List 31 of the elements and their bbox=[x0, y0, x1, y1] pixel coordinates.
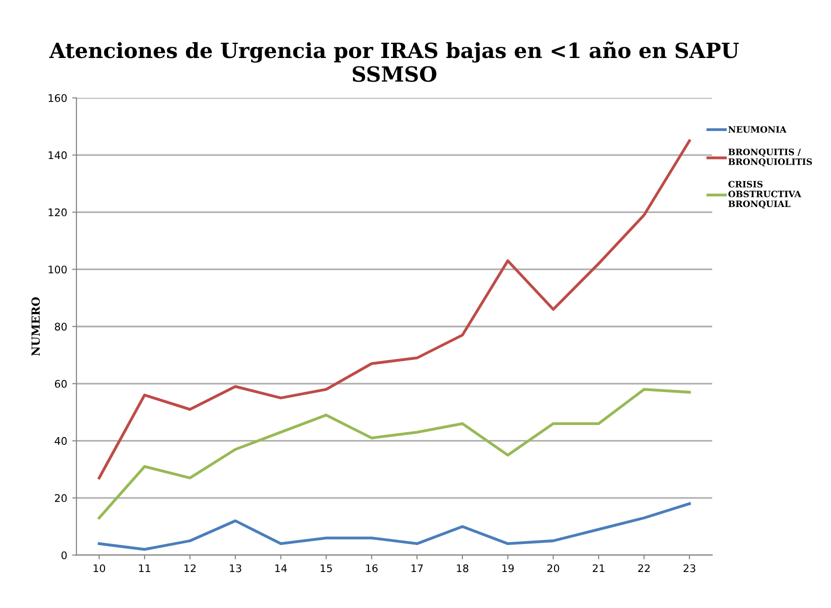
y-tick-label: 0 bbox=[61, 551, 67, 560]
x-tick-label: 15 bbox=[320, 564, 332, 572]
y-tick-label: 160 bbox=[48, 94, 67, 102]
y-tick-label: 80 bbox=[54, 322, 67, 331]
y-axis-title: NUMERO bbox=[31, 297, 40, 356]
y-tick-label: 40 bbox=[54, 437, 67, 445]
y-tick-label: 140 bbox=[48, 151, 67, 160]
chart-title: Atenciones de Urgencia por IRAS bajas en <1 año en SAPU SSMSO bbox=[49, 41, 739, 82]
x-tick-label: 12 bbox=[184, 564, 196, 572]
y-tick-label: 100 bbox=[48, 266, 67, 274]
line-series bbox=[98, 139, 691, 480]
legend-label: BRONQUITIS / BRONQUIOLITIS bbox=[728, 148, 812, 166]
x-tick-label: 10 bbox=[94, 564, 106, 572]
line-series bbox=[98, 388, 691, 520]
y-tick-label: 120 bbox=[48, 208, 67, 216]
x-tick-label: 23 bbox=[684, 564, 696, 572]
x-tick-label: 11 bbox=[139, 564, 150, 572]
x-tick-label: 21 bbox=[592, 564, 604, 572]
x-tick-label: 19 bbox=[502, 564, 514, 572]
x-tick-label: 14 bbox=[275, 564, 287, 572]
x-tick-label: 20 bbox=[547, 564, 560, 572]
y-tick-label: 20 bbox=[54, 494, 67, 502]
y-tick-label: 60 bbox=[54, 380, 67, 388]
x-tick-label: 17 bbox=[412, 564, 423, 572]
legend-label: CRISIS OBSTRUCTIVA BRONQUIAL bbox=[728, 180, 802, 209]
x-tick-label: 13 bbox=[230, 564, 242, 572]
legend-label: NEUMONIA bbox=[728, 126, 787, 133]
x-tick-label: 16 bbox=[366, 564, 378, 572]
line-series bbox=[98, 502, 691, 551]
x-tick-label: 18 bbox=[456, 564, 468, 572]
x-tick-label: 22 bbox=[638, 564, 650, 572]
